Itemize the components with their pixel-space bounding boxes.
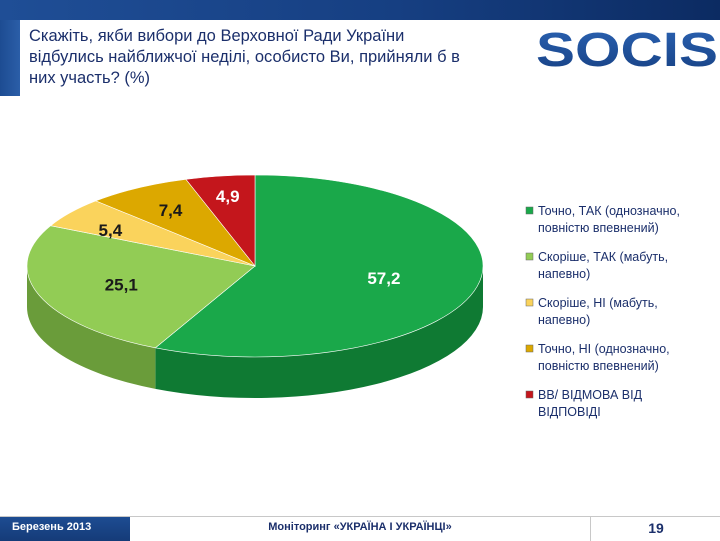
legend-label-1-line-2: повністю впевнений) [538,221,659,235]
footer-date-panel: Березень 2013 [0,517,130,541]
footer-date: Березень 2013 [12,521,92,533]
legend-label-3-line-1: Скоріше, НІ (мабуть, [538,296,658,310]
question-line-3: них участь? (%) [29,69,151,87]
data-label-4: 7,4 [159,201,183,220]
legend-label-1-line-1: Точно, ТАК (однозначно, [538,204,680,218]
data-label-1: 57,2 [367,269,400,288]
legend-label-5-line-2: ВІДПОВІДІ [538,405,601,419]
legend-label-2-line-1: Скоріше, ТАК (мабуть, [538,250,668,264]
legend-swatch-3 [525,298,534,307]
footer: Березень 2013 Моніторинг «УКРАЇНА І УКРА… [0,516,720,541]
question-line-2: відбулись найближчої неділі, особисто Ви… [29,48,460,66]
footer-title-panel: Моніторинг «УКРАЇНА І УКРАЇНЦІ» [130,517,590,541]
legend-label-4-line-1: Точно, НІ (однозначно, [538,342,670,356]
logo-text: SOCIS [536,24,718,77]
title-accent-bar [0,20,20,96]
legend-swatch-2 [525,252,534,261]
pie-slice-2 [26,225,256,349]
legend-swatch-1 [525,206,534,215]
legend-swatch-5 [525,390,534,399]
pie-slice-1 [154,174,484,358]
question-title: Скажіть, якби вибори до Верховної Ради У… [29,26,509,89]
pie-sides [27,266,484,398]
socis-logo: SOCIS [536,24,718,77]
pie-slice-5 [185,174,256,267]
pie-chart: 57,2 25,1 5,4 7,4 4,9 Точно, ТАК (однозначно… [26,174,680,419]
legend-label-3-line-2: напевно) [538,313,590,327]
footer-page-panel: 19 [590,517,720,541]
pie-side-1 [155,266,484,398]
pie-tops [26,174,484,358]
legend-label-5-line-1: ВВ/ ВІДМОВА ВІД [538,388,643,402]
legend-label-4-line-2: повністю впевнений) [538,359,659,373]
question-line-1: Скажіть, якби вибори до Верховної Ради У… [29,27,405,45]
pie-labels: 57,2 25,1 5,4 7,4 4,9 [99,187,401,294]
page-number: 19 [648,520,664,536]
footer-title: Моніторинг «УКРАЇНА І УКРАЇНЦІ» [268,521,452,533]
data-label-5: 4,9 [216,187,240,206]
chart-legend: Точно, ТАК (однозначно, повністю впевнени… [525,204,680,419]
legend-label-2-line-2: напевно) [538,267,590,281]
legend-swatch-4 [525,344,534,353]
data-label-3: 5,4 [99,221,123,240]
data-label-2: 25,1 [105,275,138,294]
pie-slice-4 [95,178,256,267]
pie-side-2 [27,266,156,389]
top-bar [0,0,720,20]
